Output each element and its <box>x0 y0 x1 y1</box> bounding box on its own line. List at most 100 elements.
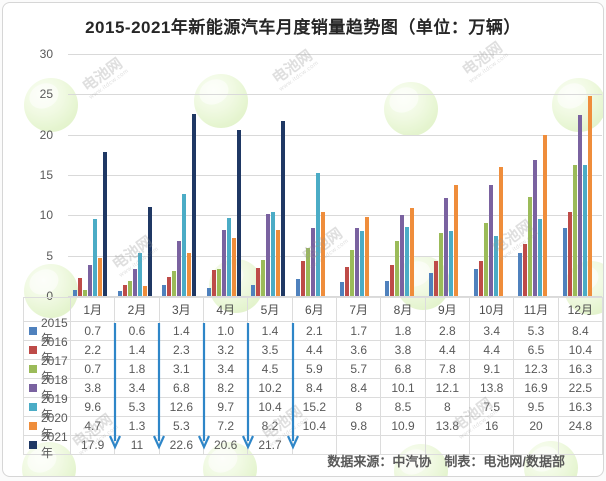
bar-2015年-9月 <box>429 273 434 296</box>
value-2018年-8月: 10.1 <box>381 379 426 398</box>
bar-2017年-2月 <box>127 281 132 296</box>
value-2015年-8月: 1.8 <box>381 322 426 341</box>
value-2017年-6月: 5.9 <box>292 360 337 379</box>
value-2021年-7月 <box>336 436 382 455</box>
watermark-url: www.itdcw.com <box>88 67 130 101</box>
y-axis-tick-label: 0 <box>46 289 53 303</box>
bar-2017年-5月 <box>261 259 266 296</box>
watermark-url: www.itdcw.com <box>278 59 320 93</box>
bar-2021年-1月 <box>103 151 108 296</box>
value-2016年-11月: 6.5 <box>514 341 559 360</box>
month-header-cell: 10月 <box>469 298 515 322</box>
legend-swatch <box>29 346 37 354</box>
bar-2016年-7月 <box>345 266 350 296</box>
value-2018年-10月: 13.8 <box>469 379 515 398</box>
value-2019年-10月: 7.5 <box>469 398 515 417</box>
value-2018年-12月: 22.5 <box>558 379 603 398</box>
value-2016年-8月: 3.8 <box>381 341 426 360</box>
value-2017年-8月: 6.8 <box>381 360 426 379</box>
value-2015年-10月: 3.4 <box>469 322 515 341</box>
value-2021年-11月 <box>514 436 559 455</box>
legend-swatch <box>29 365 37 373</box>
legend-label: 2019年 <box>41 391 68 422</box>
legend-2019年: 2019年 <box>24 392 71 422</box>
bar-2018年-4月 <box>221 229 226 296</box>
value-2021年-10月 <box>469 436 515 455</box>
month-header-cell: 11月 <box>514 298 559 322</box>
value-2015年-12月: 8.4 <box>558 322 603 341</box>
value-2020年-10月: 16 <box>469 417 515 436</box>
month-header-cell: 4月 <box>203 298 249 322</box>
bar-2020年-11月 <box>543 134 548 296</box>
bar-2018年-12月 <box>577 114 582 296</box>
value-2019年-12月: 16.3 <box>558 398 603 417</box>
bar-2019年-11月 <box>538 219 543 296</box>
bar-2018年-8月 <box>399 214 404 296</box>
bar-2019年-12月 <box>582 164 587 296</box>
value-2017年-11月: 12.3 <box>514 360 559 379</box>
table-corner-cell <box>24 298 71 322</box>
legend-swatch <box>29 441 37 449</box>
value-2019年-7月: 8 <box>336 398 382 417</box>
month-header-cell: 7月 <box>336 298 382 322</box>
down-arrow-2月 <box>152 323 166 450</box>
y-axis-tick-label: 25 <box>39 87 53 102</box>
value-2016年-10月: 4.4 <box>469 341 515 360</box>
value-2019年-6月: 15.2 <box>292 398 337 417</box>
bar-2015年-12月 <box>562 228 567 296</box>
gridline <box>68 215 602 217</box>
bar-2015年-1月 <box>73 290 78 296</box>
value-2021年-8月 <box>381 436 426 455</box>
value-2016年-7月: 3.6 <box>336 341 382 360</box>
value-2021年-6月 <box>292 436 337 455</box>
down-arrow-1月 <box>108 323 121 450</box>
legend-2015年: 2015年 <box>24 316 71 346</box>
watermark-brand: 电池网 <box>459 39 506 80</box>
bar-2015年-6月 <box>295 279 300 296</box>
bar-2016年-9月 <box>434 260 439 296</box>
value-2020年-9月: 13.8 <box>425 417 470 436</box>
bar-2021年-3月 <box>192 113 197 296</box>
bar-2015年-5月 <box>251 284 256 296</box>
y-axis-tick-label: 10 <box>39 208 53 223</box>
y-axis-tick-label: 30 <box>39 47 53 61</box>
bar-2020年-1月 <box>98 258 103 296</box>
bar-2016年-2月 <box>122 284 127 296</box>
month-header-cell: 8月 <box>381 298 426 322</box>
bar-2020年-4月 <box>231 237 236 296</box>
value-2017年-10月: 9.1 <box>469 360 515 379</box>
watermark-brand: 电池网 <box>79 55 126 96</box>
bar-2019年-6月 <box>315 173 320 296</box>
legend-label: 2018年 <box>41 372 68 403</box>
bar-2015年-4月 <box>206 287 211 296</box>
month-header-cell: 2月 <box>115 298 160 322</box>
value-2020年-8月: 10.9 <box>381 417 426 436</box>
bar-2017年-7月 <box>350 250 355 296</box>
data-table: 1月 2月 3月 4月 5月 6月 7月 8月 9月 10月 11月 12月 2015年 0.7 0.6 1.… <box>23 297 603 460</box>
legend-2021年: 2021年 <box>24 430 71 460</box>
bar-2017年-9月 <box>439 233 444 296</box>
bar-2020年-7月 <box>365 216 370 296</box>
bar-2020年-9月 <box>454 184 459 296</box>
value-2015年-9月: 2.8 <box>425 322 470 341</box>
down-arrow-3月 <box>197 323 210 450</box>
bar-2015年-8月 <box>384 281 389 296</box>
bar-2019年-4月 <box>226 217 231 296</box>
down-arrow-5月 <box>286 323 299 450</box>
bar-2016年-4月 <box>211 270 216 296</box>
watermark-sphere <box>24 264 78 318</box>
bar-2017年-8月 <box>394 241 399 296</box>
bar-2017年-4月 <box>216 268 221 296</box>
bar-2015年-11月 <box>518 253 523 296</box>
month-header-cell: 6月 <box>292 298 337 322</box>
value-2021年-12月 <box>558 436 603 455</box>
bar-2016年-6月 <box>300 260 305 296</box>
bar-2017年-1月 <box>83 290 88 296</box>
value-2019年-9月: 8 <box>425 398 470 417</box>
legend-swatch <box>29 384 37 392</box>
gridline <box>68 134 602 136</box>
value-2016年-9月: 4.4 <box>425 341 470 360</box>
legend-swatch <box>29 422 37 430</box>
bar-2017年-11月 <box>528 196 533 296</box>
